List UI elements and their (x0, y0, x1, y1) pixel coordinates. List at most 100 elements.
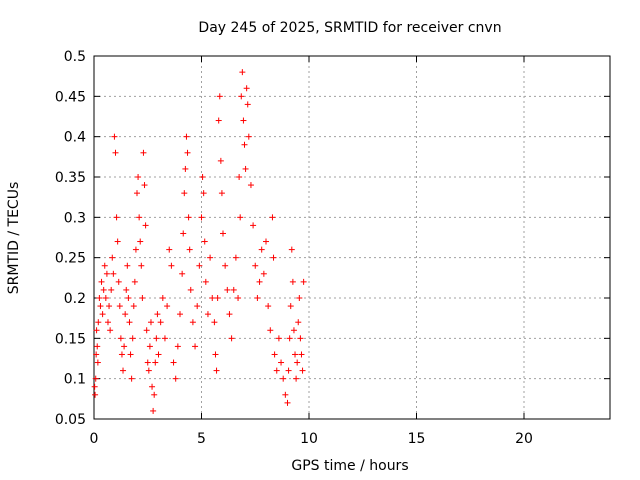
data-point (207, 254, 214, 261)
data-point (270, 254, 277, 261)
data-point (245, 133, 252, 140)
data-point (240, 117, 247, 124)
data-point (130, 303, 137, 310)
data-point (157, 319, 164, 326)
data-point (139, 295, 146, 301)
data-point (101, 262, 108, 269)
y-tick-label: 0.15 (55, 331, 86, 347)
data-point (150, 407, 157, 414)
data-point (112, 149, 119, 156)
data-point (103, 270, 110, 277)
data-point (209, 295, 216, 301)
grid-lines (94, 56, 610, 419)
x-tick-label: 15 (408, 431, 426, 447)
data-point (92, 391, 99, 398)
data-point (131, 278, 138, 285)
data-point (92, 375, 99, 382)
data-point (212, 351, 219, 358)
data-point (214, 295, 221, 301)
data-point (215, 117, 222, 124)
plot-frame (93, 55, 611, 420)
data-point (111, 133, 118, 140)
data-point (213, 367, 220, 374)
data-point (114, 238, 121, 245)
data-point (211, 319, 218, 326)
data-point (172, 375, 179, 382)
data-point (220, 230, 226, 237)
data-point (258, 246, 265, 253)
data-point (134, 190, 140, 197)
data-point (140, 149, 147, 156)
data-point (159, 295, 166, 301)
data-point (108, 286, 115, 293)
data-point (93, 327, 100, 334)
data-point (147, 319, 154, 326)
data-point (143, 327, 150, 334)
data-point (113, 214, 120, 221)
data-point (298, 351, 305, 358)
data-point (192, 343, 199, 350)
data-point (96, 295, 103, 301)
data-point (254, 295, 261, 301)
data-point (241, 141, 248, 148)
y-axis-label: SRMTID / TECUs (6, 182, 22, 295)
data-point (110, 270, 117, 277)
data-point (275, 335, 282, 342)
y-tick-label: 0.05 (55, 412, 86, 428)
data-point (141, 182, 148, 189)
data-point (102, 295, 109, 301)
data-point (243, 85, 250, 92)
data-point (198, 214, 205, 221)
data-point (235, 295, 242, 301)
data-point (146, 343, 153, 350)
data-point (149, 383, 156, 390)
data-point (121, 343, 128, 350)
data-point (177, 311, 183, 318)
data-point (284, 399, 291, 406)
data-point (189, 319, 196, 326)
data-point (126, 319, 133, 326)
data-point (300, 278, 307, 285)
data-point (123, 286, 130, 293)
data-point (204, 311, 211, 318)
data-point (122, 311, 129, 318)
data-point (297, 335, 304, 342)
data-point (273, 367, 280, 374)
data-point (127, 351, 134, 358)
y-tick-label: 0.5 (64, 49, 86, 65)
data-point (166, 246, 173, 253)
data-point (125, 295, 132, 301)
data-point (226, 311, 233, 318)
data-point (109, 254, 116, 261)
data-point (116, 303, 123, 310)
data-point (117, 335, 124, 342)
data-point (271, 351, 278, 358)
data-point (269, 214, 276, 221)
data-point (228, 335, 235, 342)
data-point (107, 327, 114, 334)
data-point (287, 303, 294, 310)
data-point (118, 351, 125, 358)
data-point (194, 303, 201, 310)
data-point (222, 262, 229, 269)
data-point (153, 335, 160, 342)
data-point (145, 367, 152, 374)
data-point (161, 335, 168, 342)
data-point (260, 270, 267, 277)
data-point (186, 246, 193, 253)
data-point (136, 214, 143, 221)
data-point (152, 359, 159, 366)
data-point (137, 238, 144, 245)
data-point (179, 270, 186, 277)
data-point (155, 351, 162, 358)
data-point (124, 262, 131, 269)
data-point (265, 303, 272, 310)
y-tick-label: 0.45 (55, 89, 86, 105)
data-point (104, 319, 111, 326)
data-point (120, 367, 127, 374)
data-point (278, 359, 285, 366)
data-point (288, 246, 295, 253)
data-point (151, 391, 158, 398)
data-point (299, 367, 306, 374)
data-point (237, 214, 244, 221)
